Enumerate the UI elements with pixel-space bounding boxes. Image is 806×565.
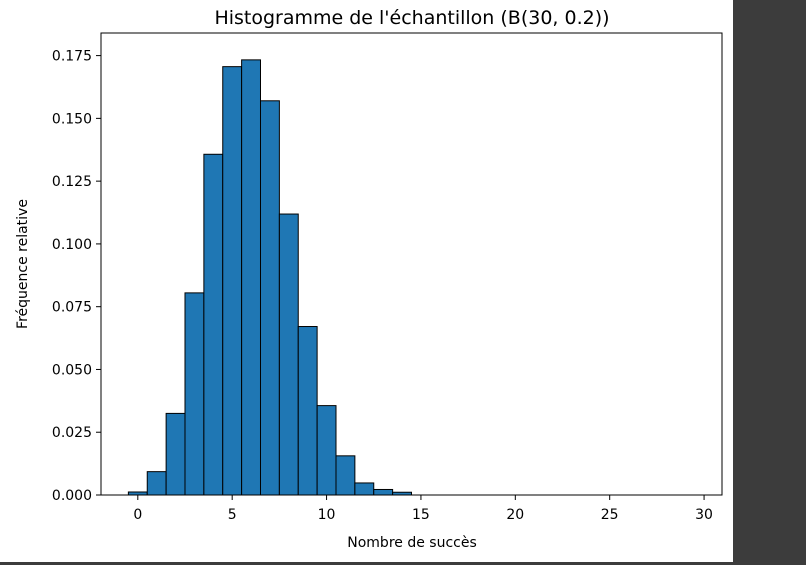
y-tick-label: 0.000 [52, 488, 92, 504]
y-axis-label: Fréquence relative [15, 199, 31, 329]
histogram-bar-3 [184, 292, 205, 496]
chart-title: Histogramme de l'échantillon (B(30, 0.2)… [214, 7, 609, 29]
y-tick-label: 0.100 [52, 237, 92, 253]
x-tick-label: 15 [412, 507, 430, 523]
x-tick-label: 10 [318, 507, 336, 523]
x-tick-label: 0 [133, 507, 142, 523]
x-axis-ticks: 0 5 10 15 20 25 30 [133, 495, 713, 523]
bars-group [127, 59, 413, 496]
histogram-bar-7 [259, 100, 280, 496]
histogram-bar-13 [373, 488, 394, 496]
histogram-bar-9 [297, 326, 318, 496]
x-tick-label: 25 [601, 507, 619, 523]
histogram-bar-8 [278, 213, 299, 496]
x-axis-label: Nombre de succès [347, 535, 477, 551]
histogram-bar-11 [335, 455, 356, 496]
histogram-bar-2 [165, 412, 186, 496]
histogram-bar-12 [354, 482, 375, 496]
y-tick-label: 0.025 [52, 425, 92, 441]
figure-background [0, 0, 733, 562]
y-tick-label: 0.125 [52, 174, 92, 190]
y-tick-label: 0.175 [52, 49, 92, 65]
plot-frame [100, 32, 723, 496]
histogram-bar-4 [203, 153, 224, 496]
histogram-bar-10 [316, 405, 337, 496]
y-axis-ticks: 0.000 0.025 0.050 0.075 0.100 0.125 0.150 0.175 [52, 49, 101, 504]
x-tick-label: 5 [228, 507, 237, 523]
histogram-bar-5 [222, 66, 243, 496]
y-tick-label: 0.150 [52, 111, 92, 127]
histogram-bar-1 [146, 471, 167, 496]
x-tick-label: 20 [506, 507, 524, 523]
x-tick-label: 30 [695, 507, 713, 523]
histogram-bar-6 [241, 59, 261, 496]
y-tick-label: 0.050 [52, 362, 92, 378]
y-tick-label: 0.075 [52, 300, 92, 316]
